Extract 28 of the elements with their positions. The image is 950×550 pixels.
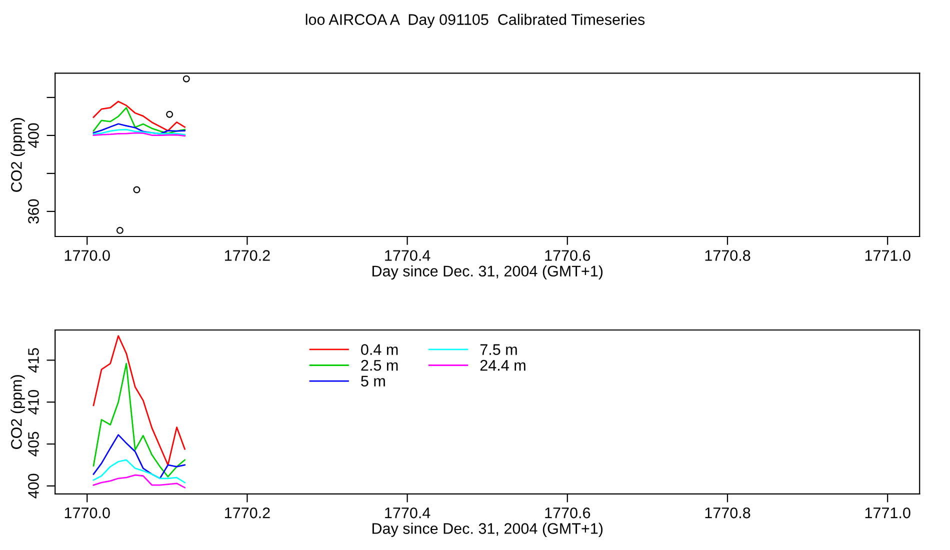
x-tick-label: 1771.0 [865, 508, 910, 518]
x-axis-title: Day since Dec. 31, 2004 (GMT+1) [372, 265, 603, 280]
y-tick-label: 360 [28, 199, 39, 224]
x-tick-label: 1770.6 [545, 250, 590, 261]
x-tick-label: 1771.0 [865, 250, 910, 261]
legend-label: 5 m [361, 376, 385, 387]
chart-title: loo AIRCOA A Day 091105 Calibrated Timeseries [306, 14, 645, 28]
legend-label: 2.5 m [361, 360, 398, 371]
legend-label: 7.5 m [480, 344, 517, 355]
y-tick-label: 405 [28, 432, 39, 456]
y-tick-label: 410 [28, 390, 39, 414]
x-tick-label: 1770.8 [705, 508, 750, 518]
legend-label: 24.4 m [480, 360, 526, 371]
y-tick-label: 400 [28, 123, 39, 148]
x-tick-label: 1770.0 [64, 250, 110, 261]
x-tick-label: 1770.0 [64, 508, 110, 518]
x-tick-label: 1770.4 [385, 250, 430, 261]
x-tick-label: 1770.4 [385, 508, 430, 518]
y-tick-label: 415 [28, 348, 39, 373]
x-tick-label: 1770.6 [545, 508, 590, 518]
y-axis-title: CO2 (ppm) [10, 118, 25, 192]
x-tick-label: 1770.2 [225, 250, 270, 261]
x-axis-title: Day since Dec. 31, 2004 (GMT+1) [372, 522, 603, 537]
x-tick-label: 1770.2 [225, 508, 270, 518]
legend-label: 0.4 m [361, 344, 398, 355]
x-tick-label: 1770.8 [705, 250, 750, 261]
y-tick-label: 400 [28, 474, 39, 498]
y-axis-title: CO2 (ppm) [10, 375, 25, 449]
